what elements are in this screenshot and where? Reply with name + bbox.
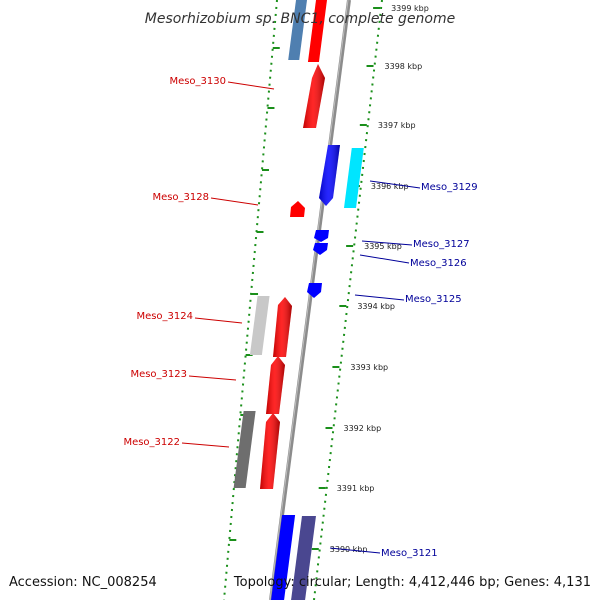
gene-label-meso-3125: Meso_3125 xyxy=(405,294,462,305)
feature-slate xyxy=(291,516,316,600)
gene-meso-3126 xyxy=(313,243,328,255)
gene-label-meso-3127: Meso_3127 xyxy=(413,239,470,250)
gene-label-meso-3121: Meso_3121 xyxy=(381,548,438,559)
left-dotted-ring xyxy=(223,0,278,600)
gene-label-meso-3123: Meso_3123 xyxy=(130,369,187,380)
feature-red-top xyxy=(307,0,327,62)
feature-dark-gray xyxy=(233,411,256,488)
kbp-tick-label: 3398 kbp xyxy=(385,62,423,71)
gene-label-meso-3126: Meso_3126 xyxy=(410,258,467,269)
genome-title: Mesorhizobium sp. BNC1, complete genome xyxy=(145,11,456,27)
gene-label-meso-3124: Meso_3124 xyxy=(136,311,193,322)
feature-light-gray xyxy=(249,296,270,355)
feature-steel xyxy=(288,0,307,60)
gene-meso-3127 xyxy=(314,230,329,242)
kbp-tick-label: 3396 kbp xyxy=(371,182,409,191)
label-leaders xyxy=(181,81,421,554)
kbp-tick-label: 3397 kbp xyxy=(378,121,416,130)
gene-meso-3121 xyxy=(271,515,296,600)
gene-label-meso-3129: Meso_3129 xyxy=(421,182,478,193)
accession-text: Accession: NC_008254 xyxy=(9,575,157,590)
genome-backbone xyxy=(269,0,351,600)
feature-cyan xyxy=(343,148,364,208)
gene-labels: Meso_3130 Meso_3128 Meso_3124 Meso_3123 … xyxy=(123,76,477,559)
topology-text: Topology: circular; Length: 4,412,446 bp… xyxy=(233,575,591,590)
kbp-tick-label: 3392 kbp xyxy=(343,424,381,433)
kbp-tick-label: 3394 kbp xyxy=(357,302,395,311)
kbp-tick-label: 3391 kbp xyxy=(337,484,375,493)
gene-meso-3125 xyxy=(307,283,322,298)
gene-label-meso-3128: Meso_3128 xyxy=(152,192,209,203)
kbp-scale: 3399 kbp 3398 kbp 3397 kbp 3396 kbp 3395 kbp… xyxy=(311,4,429,554)
kbp-tick-label: 3399 kbp xyxy=(391,4,429,13)
feature-blocks xyxy=(233,0,364,600)
gene-label-meso-3122: Meso_3122 xyxy=(123,437,180,448)
kbp-tick-label: 3395 kbp xyxy=(364,242,402,251)
gene-meso-3128 xyxy=(290,201,305,217)
gene-label-meso-3130: Meso_3130 xyxy=(169,76,226,87)
kbp-tick-label: 3393 kbp xyxy=(350,363,388,372)
right-dotted-ring xyxy=(313,0,383,600)
